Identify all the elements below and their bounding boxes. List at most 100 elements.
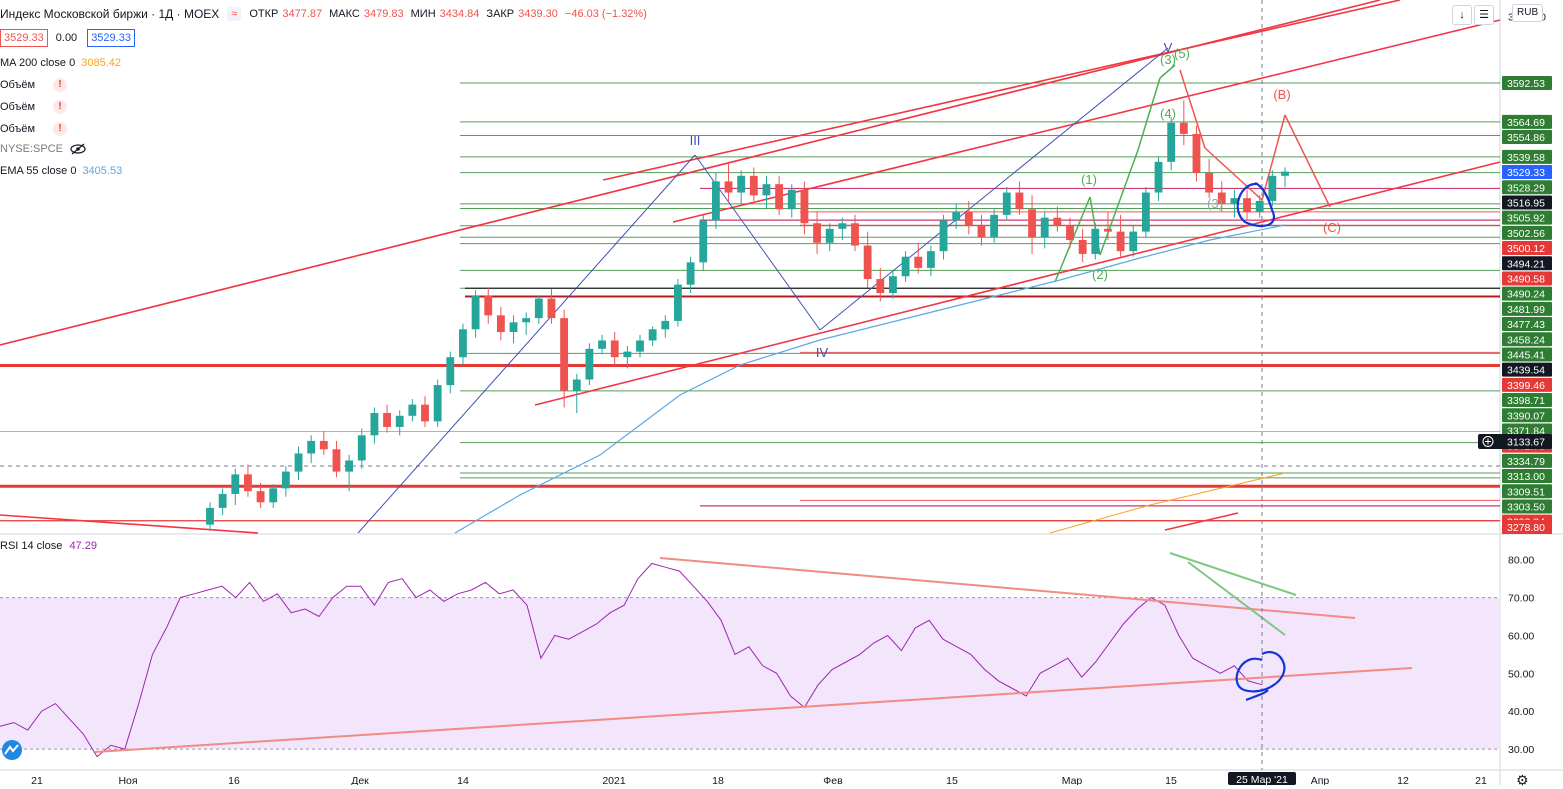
- candle-body: [813, 223, 821, 243]
- candle-body: [1104, 228, 1112, 232]
- warning-icon[interactable]: !: [53, 122, 68, 136]
- candle-body: [1015, 192, 1024, 210]
- time-tick-label: 15: [1165, 775, 1177, 785]
- compare-pill[interactable]: ≈: [227, 7, 242, 21]
- price-label-text: 3529.33: [1507, 167, 1545, 179]
- candle-body: [496, 315, 505, 333]
- price-label: 3334.79: [1502, 453, 1552, 468]
- bid-price[interactable]: 3529.33: [0, 29, 48, 47]
- candle-body: [800, 189, 809, 224]
- rsi-legend[interactable]: RSI 14 close 47.29: [0, 540, 97, 552]
- candle-body: [1205, 173, 1214, 193]
- price-label-bg: [1502, 453, 1552, 468]
- channel-upper-line: [0, 0, 1381, 346]
- price-label-bg: [1502, 286, 1552, 301]
- candle-body: [636, 340, 644, 352]
- correction-leg: [1179, 69, 1206, 149]
- symbol-title[interactable]: Индекс Московской биржи · 1Д · MOEX: [0, 7, 220, 21]
- candle-body: [901, 256, 910, 277]
- trend-line: [1164, 512, 1239, 531]
- time-tick-label: 15: [946, 775, 958, 785]
- arrow-down-icon[interactable]: ↓: [1452, 5, 1472, 25]
- price-label-bg: [1502, 317, 1552, 332]
- candle-body: [1053, 217, 1062, 227]
- time-axis[interactable]: 21 Ноя 16 Дек 14 2021 18 Фев 15 Мар 15 Апр 12 21 25 Ма…: [31, 772, 1487, 785]
- ma200-legend[interactable]: MA 200 close 0 3085.42: [0, 54, 127, 72]
- volume-legend-2[interactable]: Объём !: [0, 98, 68, 116]
- candle-body: [1141, 192, 1150, 232]
- candle-body: [1078, 239, 1087, 254]
- subwave-label: (2): [1092, 267, 1108, 282]
- price-label-bg: [1502, 210, 1552, 225]
- candle-body: [939, 220, 948, 252]
- candle-body: [1002, 192, 1011, 215]
- candle-body: [1268, 175, 1277, 201]
- menu-icon[interactable]: ☰: [1474, 5, 1494, 25]
- price-label-text: 3554.86: [1507, 132, 1545, 144]
- price-label-text: 3398.71: [1507, 395, 1545, 407]
- candles: [206, 100, 1289, 531]
- price-label-bg: [1502, 165, 1552, 180]
- price-axis[interactable]: 3640.003592.533564.693554.863539.583529.…: [1478, 12, 1552, 756]
- circle-marker: [1235, 651, 1286, 702]
- rsi-trend-line: [1169, 552, 1297, 596]
- ask-price[interactable]: 3529.33: [87, 29, 135, 47]
- volume-label-1: Объём: [0, 79, 36, 91]
- subwave-leg: [1159, 64, 1176, 79]
- price-label-bg: [1502, 347, 1552, 362]
- candle-body: [1192, 133, 1201, 174]
- candle-body: [471, 295, 480, 330]
- volume-label-2: Объём: [0, 101, 36, 113]
- price-label: 3490.58: [1502, 271, 1552, 286]
- currency-badge[interactable]: RUB: [1512, 4, 1544, 22]
- rsi-tick-label: 70.00: [1508, 593, 1534, 605]
- price-label-text: 3502.56: [1507, 228, 1545, 240]
- crosshair-date-label: 25 Мар '21: [1228, 772, 1296, 785]
- price-label: 3564.69: [1502, 114, 1552, 129]
- price-label-bg: [1502, 469, 1552, 484]
- candle-body: [889, 276, 897, 294]
- candle-body: [1217, 192, 1226, 204]
- candle-body: [370, 413, 379, 436]
- candle-body: [863, 245, 872, 280]
- ma200-line: [1049, 472, 1286, 534]
- ema55-value: 3405.53: [82, 165, 123, 177]
- candle-body: [1028, 209, 1036, 238]
- price-label-text: 3592.53: [1507, 78, 1545, 90]
- volume-legend-1[interactable]: Объём !: [0, 76, 68, 94]
- price-label-bg: [1502, 114, 1552, 129]
- warning-icon[interactable]: !: [53, 78, 68, 92]
- candle-body: [914, 256, 923, 268]
- candle-body: [1066, 226, 1074, 240]
- time-tick-label: Дек: [351, 775, 369, 785]
- time-tick-label: 21: [1475, 775, 1487, 785]
- price-label: 3528.29: [1502, 180, 1552, 195]
- correction-label: (B): [1273, 87, 1290, 102]
- wave-label-iv: IV: [816, 345, 829, 360]
- wave-leg: [357, 154, 696, 534]
- rsi-line: [0, 562, 1263, 758]
- candle-body: [711, 181, 720, 221]
- price-label-bg: [1502, 377, 1552, 392]
- price-label-bg: [1502, 195, 1552, 210]
- symbol-header: Индекс Московской биржи · 1Д · MOEX ≈ ОТ…: [0, 5, 654, 23]
- candle-body: [446, 357, 455, 386]
- spce-legend[interactable]: NYSE:SPCE: [0, 140, 87, 158]
- price-label-text: 3445.41: [1507, 349, 1545, 361]
- price-label-bg: [1502, 499, 1552, 514]
- warning-icon[interactable]: !: [53, 100, 68, 114]
- price-label-bg: [1502, 256, 1552, 271]
- logo-mark: [4, 744, 19, 755]
- eye-hidden-icon[interactable]: [69, 142, 87, 156]
- candle-body: [421, 404, 429, 422]
- price-label-bg: [1502, 484, 1552, 499]
- price-label-text: 3539.58: [1507, 152, 1545, 164]
- gear-icon[interactable]: ⚙: [1516, 772, 1529, 788]
- volume-legend-3[interactable]: Объём !: [0, 120, 68, 138]
- candle-body: [269, 488, 278, 503]
- price-label: 3399.46: [1502, 377, 1552, 392]
- candle-body: [534, 298, 543, 319]
- price-label-text: 3439.54: [1507, 365, 1545, 377]
- ema55-legend[interactable]: EMA 55 close 0 3405.53: [0, 162, 128, 180]
